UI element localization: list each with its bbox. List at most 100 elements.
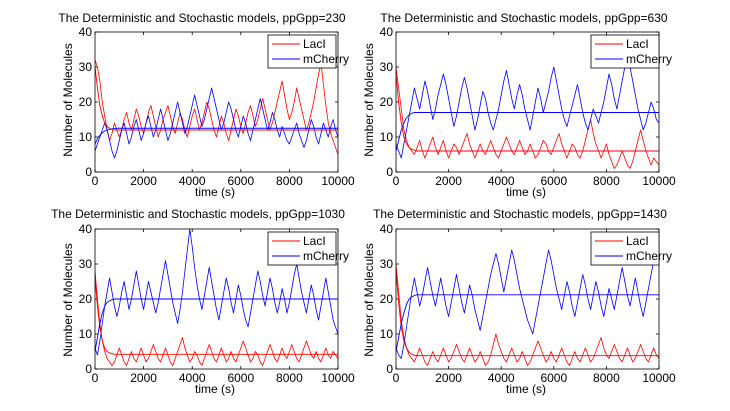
subplot-2-axes-frame bbox=[395, 31, 660, 173]
subplot-4-xtick-label-0: 0 bbox=[393, 371, 400, 385]
subplot-4-xtick-label-4: 8000 bbox=[593, 371, 620, 385]
subplot-3-axes-frame bbox=[94, 228, 339, 370]
subplot-4-ytick-label-0: 0 bbox=[386, 362, 393, 376]
subplot-4-xtick-label-1: 2000 bbox=[435, 371, 462, 385]
subplot-1-legend: LacI mCherry bbox=[267, 34, 349, 69]
subplot-2-ylabel: Number of Molecules bbox=[362, 43, 376, 156]
subplot-4-title: The Deterministic and Stochastic models,… bbox=[373, 207, 667, 221]
subplot-2-xtick-label-1: 2000 bbox=[435, 174, 462, 188]
subplot-1-xtick-label-2: 4000 bbox=[179, 174, 206, 188]
subplot-4-xlabel: time (s) bbox=[506, 382, 546, 396]
subplot-3-xtick-label-2: 4000 bbox=[179, 371, 206, 385]
subplot-2-title: The Deterministic and Stochastic models,… bbox=[380, 11, 667, 25]
subplot-2: The Deterministic and Stochastic models,… bbox=[362, 11, 676, 199]
subplot-1-ylabel: Number of Molecules bbox=[61, 43, 75, 156]
subplot-4: The Deterministic and Stochastic models,… bbox=[362, 207, 676, 396]
subplot-4-ytick-label-2: 20 bbox=[380, 292, 394, 306]
subplot-2-xtick-label-3: 6000 bbox=[540, 174, 567, 188]
subplot-4-legend: LacI mCherry bbox=[590, 231, 672, 266]
subplot-1-ytick-label-4: 40 bbox=[79, 25, 93, 39]
subplot-1-xtick-label-5: 10000 bbox=[321, 174, 355, 188]
subplot-4-series-mcherry bbox=[396, 235, 659, 359]
subplot-1-legend-mcherry-label: mCherry bbox=[303, 52, 349, 66]
subplot-3-legend: LacI mCherry bbox=[267, 231, 349, 266]
subplot-2-xtick-label-5: 10000 bbox=[642, 174, 676, 188]
subplot-3-series-laci bbox=[95, 270, 338, 366]
subplot-2-legend: LacI mCherry bbox=[590, 34, 672, 69]
subplot-2-legend-laci-label: LacI bbox=[626, 37, 649, 51]
subplot-4-series-laci-deterministic bbox=[396, 270, 659, 357]
subplot-3: The Deterministic and Stochastic models,… bbox=[51, 207, 355, 396]
subplot-4-ylabel: Number of Molecules bbox=[362, 243, 376, 356]
subplot-2-series-mcherry-deterministic bbox=[396, 112, 659, 152]
subplot-1-ticks: 0 2000 4000 6000 8000 10000 0 10 20 30 40 bbox=[79, 25, 355, 188]
subplot-4-plot bbox=[395, 228, 660, 370]
subplot-1-xlabel: time (s) bbox=[195, 185, 235, 199]
subplot-4-xtick-label-2: 4000 bbox=[488, 371, 515, 385]
subplot-4-axes-frame bbox=[395, 228, 660, 370]
subplot-3-ytick-label-0: 0 bbox=[85, 362, 92, 376]
subplot-2-legend-mcherry-label: mCherry bbox=[626, 52, 672, 66]
subplot-3-series-laci-deterministic bbox=[95, 277, 338, 355]
subplot-1-series-group bbox=[95, 59, 338, 159]
subplot-3-legend-box bbox=[267, 231, 337, 266]
subplot-4-ytick-label-3: 30 bbox=[380, 257, 394, 271]
subplot-1-ytick-label-2: 20 bbox=[79, 95, 93, 109]
subplot-2-ytick-label-1: 10 bbox=[380, 130, 394, 144]
subplot-1-series-mcherry bbox=[95, 87, 338, 159]
subplot-4-series-laci bbox=[396, 263, 659, 366]
subplot-1-xtick-label-3: 6000 bbox=[227, 174, 254, 188]
subplot-1-xtick-label-0: 0 bbox=[92, 174, 99, 188]
subplot-4-xtick-label-3: 6000 bbox=[540, 371, 567, 385]
subplot-1-legend-box bbox=[267, 34, 337, 69]
subplot-3-xlabel: time (s) bbox=[195, 382, 235, 396]
subplot-3-xtick-label-4: 8000 bbox=[276, 371, 303, 385]
subplot-2-xlabel: time (s) bbox=[506, 185, 546, 199]
subplot-2-plot bbox=[395, 31, 660, 173]
subplot-1-xtick-label-1: 2000 bbox=[130, 174, 157, 188]
subplot-1-xtick-label-4: 8000 bbox=[276, 174, 303, 188]
subplot-3-ytick-label-3: 30 bbox=[79, 257, 93, 271]
subplot-3-ticks: 0 2000 4000 6000 8000 10000 0 10 20 30 40 bbox=[79, 222, 355, 385]
subplot-4-legend-box bbox=[590, 231, 660, 266]
subplot-3-xtick-label-0: 0 bbox=[92, 371, 99, 385]
subplot-1: The Deterministic and Stochastic models,… bbox=[58, 11, 355, 199]
subplot-3-plot bbox=[94, 228, 339, 370]
subplot-2-xtick-label-0: 0 bbox=[393, 174, 400, 188]
subplot-1-series-mcherry-deterministic bbox=[95, 127, 338, 145]
subplot-1-title: The Deterministic and Stochastic models,… bbox=[58, 11, 345, 25]
subplot-2-ytick-label-3: 30 bbox=[380, 60, 394, 74]
subplot-2-series-laci-deterministic bbox=[396, 73, 659, 152]
subplot-4-legend-laci-label: LacI bbox=[626, 234, 649, 248]
subplot-2-legend-box bbox=[590, 34, 660, 69]
subplot-3-title: The Deterministic and Stochastic models,… bbox=[51, 207, 345, 221]
subplot-2-ytick-label-0: 0 bbox=[386, 165, 393, 179]
subplot-4-series-mcherry-deterministic bbox=[396, 294, 659, 352]
subplot-1-plot bbox=[94, 31, 339, 173]
subplot-2-xtick-label-2: 4000 bbox=[488, 174, 515, 188]
subplot-3-ytick-label-1: 10 bbox=[79, 327, 93, 341]
subplot-3-xtick-label-5: 10000 bbox=[321, 371, 355, 385]
subplot-3-ytick-label-4: 40 bbox=[79, 222, 93, 236]
subplot-4-xtick-label-5: 10000 bbox=[642, 371, 676, 385]
subplot-2-ticks: 0 2000 4000 6000 8000 10000 0 10 20 30 40 bbox=[380, 25, 676, 188]
subplot-3-series-group bbox=[95, 229, 338, 366]
subplot-1-legend-laci-label: LacI bbox=[303, 37, 326, 51]
subplot-1-ytick-label-1: 10 bbox=[79, 130, 93, 144]
subplot-3-series-mcherry-deterministic bbox=[95, 298, 338, 352]
subplot-3-ytick-label-2: 20 bbox=[79, 292, 93, 306]
subplot-1-series-laci bbox=[95, 59, 338, 155]
subplot-4-ytick-label-1: 10 bbox=[380, 327, 394, 341]
subplot-3-series-mcherry bbox=[95, 229, 338, 356]
subplot-2-series-group bbox=[396, 56, 659, 169]
subplot-3-xtick-label-1: 2000 bbox=[130, 371, 157, 385]
subplot-4-series-group bbox=[396, 235, 659, 366]
subplot-4-ytick-label-4: 40 bbox=[380, 222, 394, 236]
subplot-2-xtick-label-4: 8000 bbox=[593, 174, 620, 188]
subplot-2-series-mcherry bbox=[396, 56, 659, 159]
subplot-1-series-laci-deterministic bbox=[95, 66, 338, 131]
subplot-3-ylabel: Number of Molecules bbox=[61, 243, 75, 356]
subplot-2-ytick-label-4: 40 bbox=[380, 25, 394, 39]
